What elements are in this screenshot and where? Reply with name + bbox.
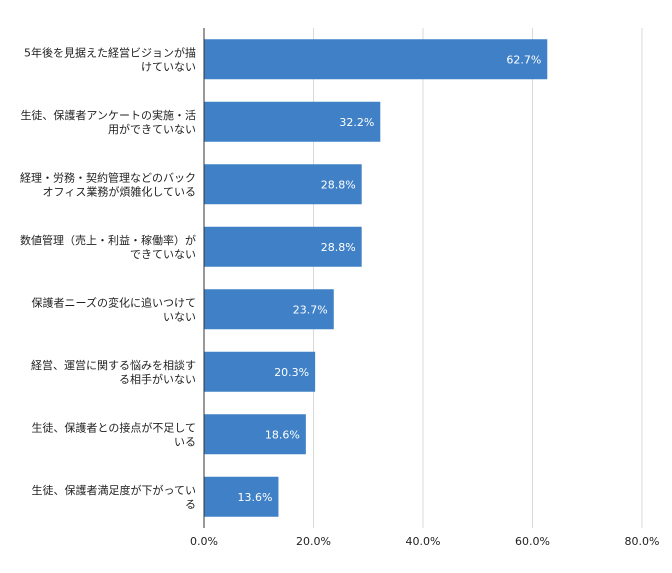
category-label: 生徒、保護者アンケートの実施・活用ができていない [20,108,196,136]
data-label: 23.7% [293,303,328,316]
data-label: 28.8% [321,241,356,254]
data-label: 32.2% [339,116,374,129]
category-label: 生徒、保護者との接点が不足している [31,420,196,448]
bar [204,289,334,330]
data-label: 62.7% [506,53,541,66]
data-label: 13.6% [238,491,273,504]
x-tick-label: 60.0% [515,535,550,548]
bar [204,101,381,142]
category-label: 5年後を見据えた経営ビジョンが描けていない [24,45,196,73]
x-axis-tick-labels: 0.0% 20.0% 40.0% 60.0% 80.0% [190,535,659,548]
category-labels: 5年後を見据えた経営ビジョンが描けていない生徒、保護者アンケートの実施・活用がで… [20,45,196,511]
gridlines [313,28,643,528]
x-tick-label: 40.0% [406,535,441,548]
category-label: 生徒、保護者満足度が下がっている [32,483,196,511]
bar [204,414,306,455]
category-label: 数値管理（売上・利益・稼働率）ができていない [20,233,196,261]
category-label: 経理・労務・契約管理などのバックオフィス業務が煩雑化している [20,170,196,198]
category-label: 経営、運営に関する悩みを相談する相手がいない [31,358,196,386]
bar [204,351,316,392]
x-tick-label: 20.0% [296,535,331,548]
x-tick-label: 0.0% [190,535,218,548]
bar [204,476,279,517]
data-label: 20.3% [274,366,309,379]
bar [204,39,548,80]
data-label: 18.6% [265,428,300,441]
bars: 62.7% 32.2% 28.8% 28.8% 23.7% 20.3% 18.6% 13.6% [204,39,548,517]
category-label: 保護者ニーズの変化に追いつけていない [32,295,196,323]
data-label: 28.8% [321,178,356,191]
bar [204,226,362,267]
x-tick-label: 80.0% [625,535,660,548]
bar [204,164,362,205]
